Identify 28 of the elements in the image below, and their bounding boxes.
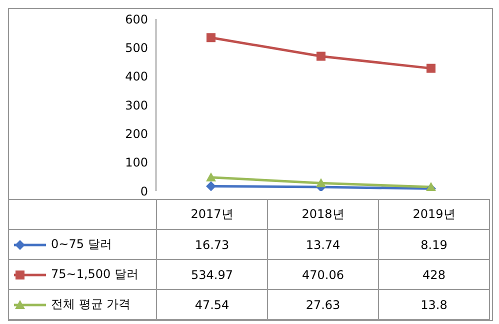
- data-label: 13.74: [268, 230, 378, 260]
- y-tick-label: 500: [125, 40, 148, 55]
- y-tick-label: 600: [125, 12, 148, 26]
- x-tick-label: 2018년: [268, 200, 378, 230]
- point: [316, 178, 326, 188]
- point: [316, 52, 326, 61]
- data-label: 47.54: [156, 290, 268, 320]
- point: [206, 181, 216, 191]
- data-label: 534.97: [156, 260, 268, 290]
- data-label: 428: [378, 260, 490, 290]
- point: [206, 33, 216, 42]
- point: [206, 172, 216, 182]
- y-tick-label: 300: [125, 98, 148, 112]
- data-label: 8.19: [378, 230, 490, 260]
- x-tick-label: 2017년: [156, 200, 268, 230]
- legend-label: 전체 평균 가격: [51, 297, 131, 311]
- legend-label: 75~1,500 달러: [51, 267, 138, 281]
- y-tick-label: 400: [125, 70, 148, 84]
- y-tick-label: 100: [125, 156, 148, 170]
- data-label: 27.63: [268, 290, 378, 320]
- legend-label: 0~75 달러: [51, 237, 112, 251]
- y-tick-label: 0: [140, 184, 148, 198]
- data-label: 470.06: [268, 260, 378, 290]
- y-tick-label: 200: [125, 126, 148, 141]
- x-tick-label: 2019년: [378, 200, 490, 230]
- point: [426, 64, 436, 73]
- data-label: 13.8: [378, 290, 490, 320]
- data-label: 16.73: [156, 230, 268, 260]
